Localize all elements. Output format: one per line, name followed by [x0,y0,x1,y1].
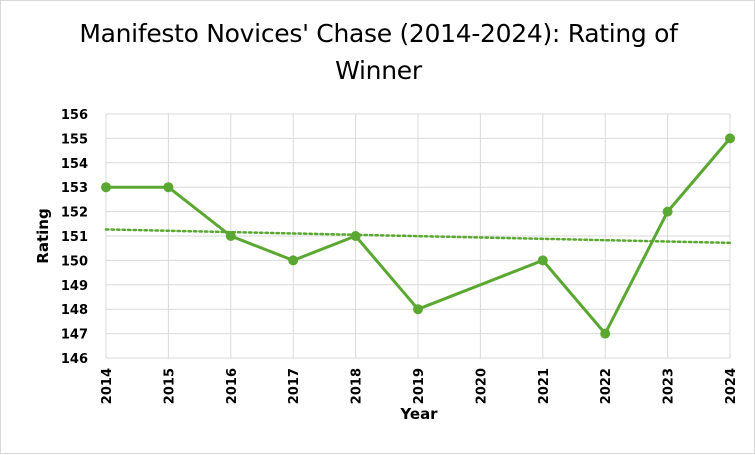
x-tick-label: 2017 [287,368,302,404]
x-tick-label: 2023 [662,368,677,404]
data-point [101,182,111,193]
x-tick-label: 2015 [162,368,177,404]
y-tick-label: 153 [61,181,88,196]
data-point [600,328,611,339]
y-tick-label: 147 [61,328,88,343]
data-point [662,206,673,217]
data-point [288,255,299,266]
x-tick-label: 2014 [100,368,115,404]
y-tick-label: 146 [61,352,88,367]
x-tick-label: 2022 [599,368,614,404]
x-tick-label: 2019 [412,368,427,404]
x-axis-label: Year [399,405,438,423]
y-axis-label: Rating [34,208,52,263]
data-point [537,255,548,266]
y-tick-label: 148 [61,303,88,318]
y-tick-label: 156 [61,108,88,123]
trendline [104,228,732,245]
data-point [163,182,174,193]
series-line [106,137,732,336]
x-tick-label: 2024 [724,368,739,404]
data-point [725,133,735,144]
data-point [225,231,236,241]
x-tick-label: 2020 [474,368,489,404]
x-tick-label: 2021 [537,368,552,404]
y-tick-label: 152 [61,206,88,221]
y-tick-label: 150 [61,254,88,269]
y-tick-label: 151 [61,230,88,245]
y-tick-label: 149 [61,279,88,294]
y-tick-label: 155 [61,132,88,147]
data-point [413,304,423,315]
data-point [350,231,361,241]
x-tick-label: 2018 [350,368,365,404]
x-tick-label: 2016 [225,368,240,404]
y-tick-label: 154 [61,157,88,172]
chart-title: Manifesto Novices' Chase (2014-2024): Ra… [79,19,678,85]
